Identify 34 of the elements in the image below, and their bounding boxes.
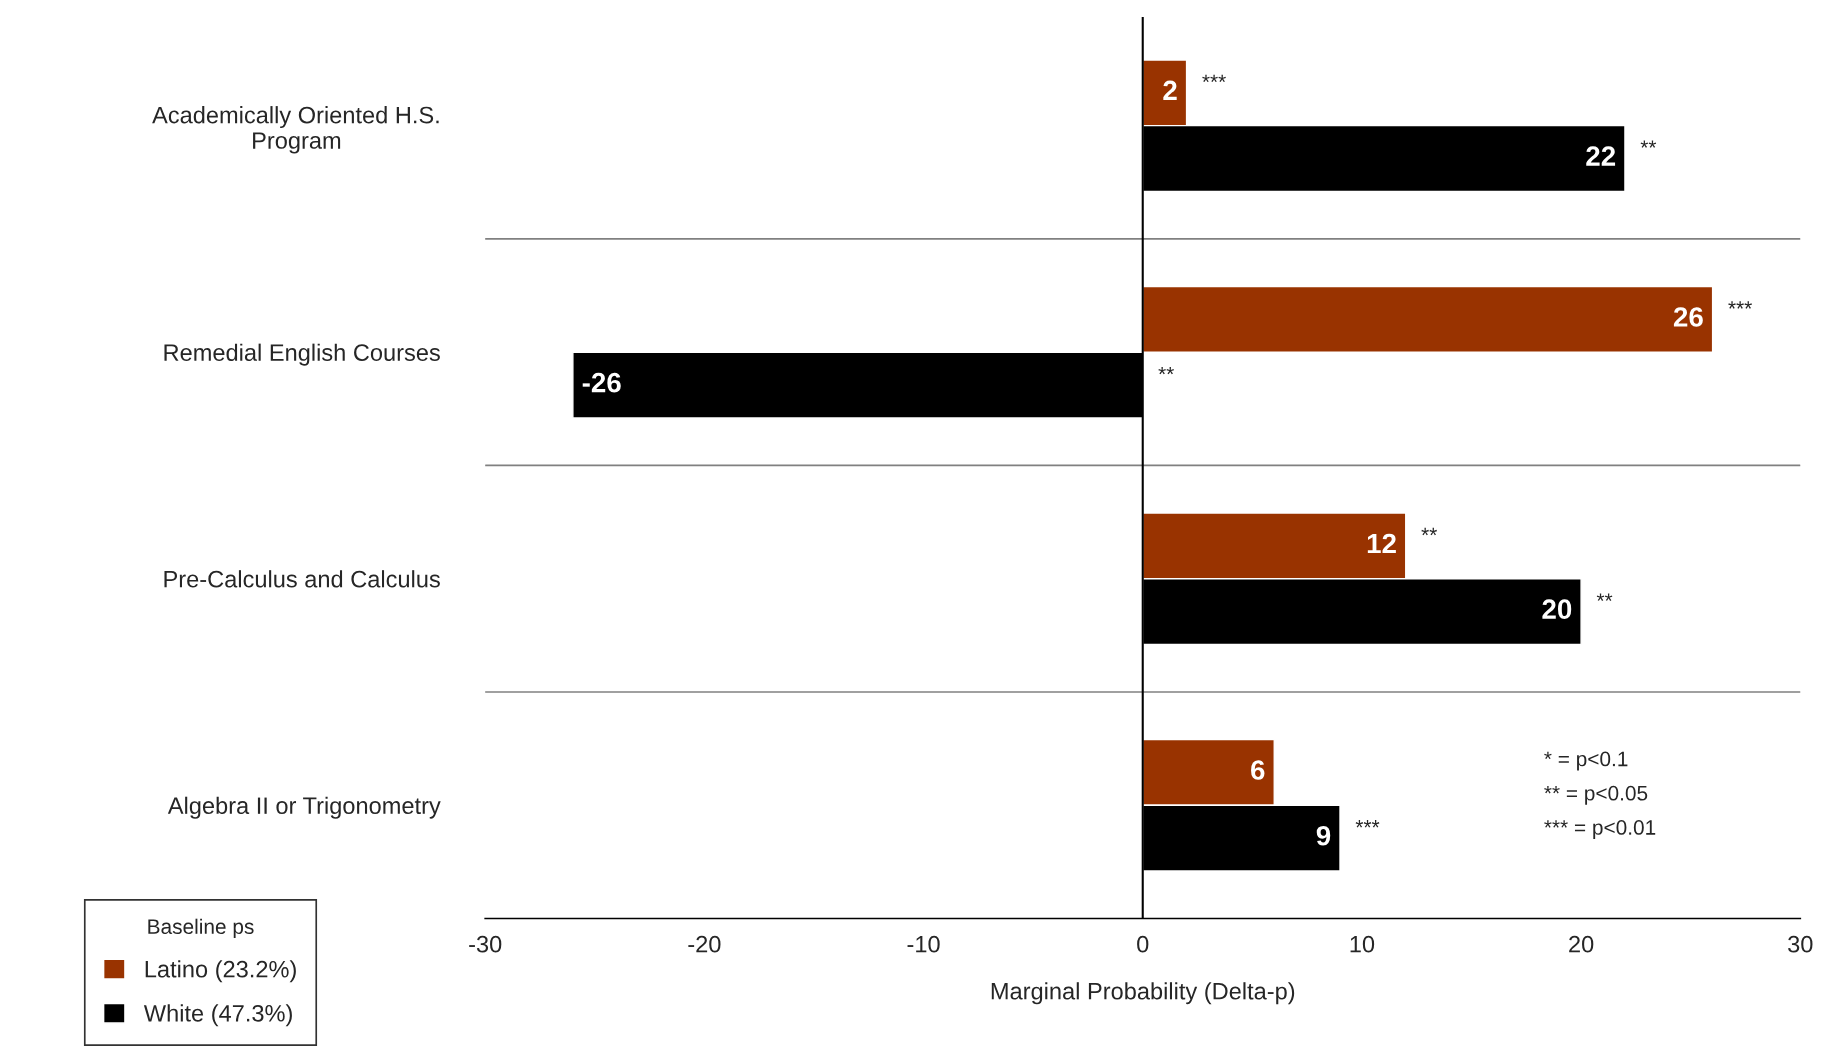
annotation: **: [1640, 140, 1657, 148]
data-label: 22: [1586, 146, 1616, 166]
data-label: 20: [1542, 599, 1572, 620]
y-tick-label: Algebra II or Trigonometry: [167, 796, 441, 819]
y-tick-label: Pre-Calculus and Calculus: [164, 570, 440, 588]
x-tick-label: 30: [1788, 935, 1813, 953]
x-tick-label: -10: [907, 935, 940, 953]
bar: [1142, 285, 1714, 353]
annotation: * = p<0.1: [1544, 751, 1628, 771]
x-tick-label: 10: [1350, 935, 1375, 953]
x-tick-label: -30: [469, 935, 502, 953]
annotation: ***: [1728, 301, 1752, 309]
data-label: 26: [1673, 307, 1703, 327]
data-label: 6: [1251, 760, 1265, 780]
annotation: *** = p<0.01: [1544, 820, 1656, 839]
annotation: ** = p<0.05: [1544, 785, 1648, 805]
legend-label: Latino (23.2%): [145, 960, 296, 983]
annotation: ***: [1355, 820, 1380, 828]
annotation: **: [1596, 593, 1613, 601]
annotation: **: [1158, 367, 1174, 375]
legend-label: White (47.3%): [143, 1004, 292, 1027]
x-axis-title: Marginal Probability (Delta-p): [991, 982, 1295, 1005]
y-tick-label: Academically Oriented H.S. Program: [152, 106, 439, 154]
annotation: **: [1421, 527, 1437, 536]
legend-title: Baseline ps: [148, 918, 254, 939]
data-label: 2: [1163, 80, 1177, 100]
y-tick-label: Remedial English Courses: [164, 343, 440, 366]
data-label: 9: [1316, 825, 1331, 846]
x-tick-label: 0: [1137, 935, 1149, 953]
annotation: ***: [1202, 74, 1226, 83]
x-tick-label: -20: [688, 935, 721, 953]
data-label: 12: [1367, 533, 1396, 554]
x-tick-label: 20: [1569, 935, 1594, 953]
data-label: -26: [582, 372, 621, 393]
